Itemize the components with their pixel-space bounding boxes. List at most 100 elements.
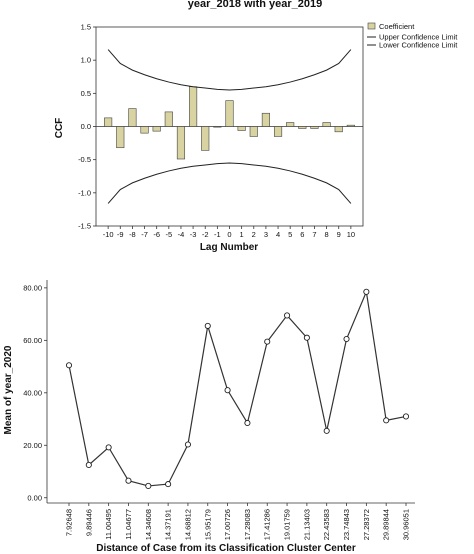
mean-x-tick-label: 14.68812 <box>183 509 192 540</box>
mean-x-tick-label: 17.41286 <box>263 509 272 540</box>
ccf-x-tick-label: 7 <box>312 230 316 239</box>
ccf-bar <box>261 112 270 127</box>
ccf-bar <box>346 124 355 127</box>
mean-x-tick-label: 9.89446 <box>84 509 93 536</box>
mean-x-tick-label: 19.01759 <box>283 509 292 540</box>
ccf-x-tick-label: -8 <box>129 230 136 239</box>
ccf-bar <box>225 100 234 127</box>
mean-point <box>65 362 73 369</box>
ccf-x-tick-label: -6 <box>153 230 160 239</box>
mean-point <box>145 482 152 489</box>
ccf-x-tick-label: 3 <box>264 230 268 239</box>
mean-x-tick-label: 22.43583 <box>322 509 331 540</box>
mean-x-tick-label: 21.13403 <box>302 509 311 540</box>
mean-points <box>65 288 410 489</box>
ccf-x-tick-label: 6 <box>300 230 304 239</box>
ccf-bar <box>140 126 149 134</box>
ccf-bar <box>310 126 319 129</box>
mean-point <box>343 335 350 343</box>
mean-x-tick-label: 17.28083 <box>243 509 252 540</box>
mean-x-tick-label: 27.28372 <box>362 509 371 540</box>
mean-point <box>303 334 310 341</box>
mean-x-tick-label: 14.37191 <box>164 509 173 540</box>
ccf-y-tick-label: 0.5 <box>81 89 91 98</box>
ccf-x-tick-label: 5 <box>288 230 292 239</box>
ccf-bar <box>249 126 258 137</box>
legend-lower-label: Lower Confidence Limit <box>379 41 458 50</box>
ccf-x-tick-label: 4 <box>276 230 280 239</box>
ccf-legend: Coefficient Upper Confidence Limit Lower… <box>367 22 458 50</box>
mean-point <box>363 288 370 295</box>
ccf-x-tick-label: -7 <box>141 230 148 239</box>
mean-x-tick-label: 11.00495 <box>104 509 113 540</box>
ccf-x-tick-label: 0 <box>227 230 231 239</box>
mean-point <box>125 477 132 484</box>
mean-x-tick-label: 23.74843 <box>342 509 351 540</box>
ccf-x-tick-label: 1 <box>240 230 244 239</box>
mean-y-tick-label: 80.00 <box>23 283 42 292</box>
ccf-x-tick-label: -3 <box>190 230 197 239</box>
ccf-lower-limit-line <box>107 162 352 204</box>
mean-y-axis: 0.00 20.00 40.00 60.00 80.00 <box>23 283 47 502</box>
ccf-bar <box>213 126 222 128</box>
ccf-x-tick-label: -5 <box>165 230 172 239</box>
ccf-bar <box>334 126 343 133</box>
mean-chart: 0.00 20.00 40.00 60.00 80.00 7.92648 9.89446 1… <box>3 280 415 554</box>
mean-x-axis: 7.92648 9.89446 11.00495 11.04677 14.34608 14… <box>65 503 411 540</box>
ccf-x-axis: -10 -9 -8 -7 -6 -5 -4 -3 -2 -1 0 1 2 3 4 5 6 7 8 9 10 <box>103 226 355 239</box>
ccf-x-tick-label: 9 <box>337 230 341 239</box>
ccf-y-tick-label: -1.0 <box>78 188 91 197</box>
ccf-x-tick-label: -1 <box>214 230 221 239</box>
ccf-bar <box>237 126 246 131</box>
ccf-title: year_2018 with year_2019 <box>188 0 323 10</box>
ccf-x-tick-label: -9 <box>117 230 124 239</box>
ccf-bar <box>104 117 113 127</box>
ccf-x-tick-label: 10 <box>347 230 355 239</box>
mean-point <box>323 427 330 434</box>
ccf-y-tick-label: -0.5 <box>78 155 91 164</box>
ccf-y-axis: 1.5 1.0 0.5 0.0 -0.5 -1.0 -1.5 <box>78 23 96 231</box>
ccf-bar <box>116 126 125 149</box>
ccf-x-tick-label: -4 <box>178 230 185 239</box>
ccf-bars <box>104 86 355 160</box>
ccf-bar <box>273 126 283 137</box>
mean-y-tick-label: 20.00 <box>23 441 42 450</box>
ccf-bar <box>201 126 210 151</box>
ccf-y-tick-label: 1.0 <box>81 56 91 65</box>
mean-point <box>85 461 92 469</box>
ccf-y-axis-label: CCF <box>54 118 65 139</box>
mean-x-tick-label: 15.95179 <box>203 509 212 540</box>
ccf-x-tick-label: 2 <box>252 230 256 239</box>
mean-y-tick-label: 0.00 <box>27 493 42 502</box>
mean-y-tick-label: 40.00 <box>23 388 42 397</box>
mean-y-tick-label: 60.00 <box>23 336 42 345</box>
legend-coefficient-label: Coefficient <box>379 22 415 31</box>
mean-point <box>204 322 211 329</box>
mean-x-tick-label: 7.92648 <box>65 509 74 536</box>
ccf-upper-limit-line <box>107 49 352 91</box>
mean-point <box>383 417 390 424</box>
mean-point <box>165 481 172 488</box>
legend-coefficient-swatch <box>367 22 376 30</box>
mean-x-tick-label: 29.89844 <box>382 509 391 540</box>
mean-point <box>284 312 291 319</box>
ccf-y-tick-label: 1.5 <box>81 23 91 32</box>
mean-point <box>184 441 191 448</box>
mean-x-tick-label: 14.34608 <box>144 509 153 540</box>
ccf-y-tick-label: -1.5 <box>78 222 91 231</box>
mean-point <box>402 413 410 420</box>
ccf-bar <box>128 108 137 127</box>
legend-upper-label: Upper Confidence Limit <box>379 33 458 42</box>
ccf-x-tick-label: 8 <box>325 230 329 239</box>
mean-x-axis-label: Distance of Case from its Classification… <box>96 543 356 554</box>
ccf-bar <box>322 122 331 127</box>
ccf-bar <box>164 111 173 127</box>
mean-x-tick-label: 17.00726 <box>223 509 232 540</box>
ccf-bar <box>286 122 295 127</box>
ccf-y-tick-label: 0.0 <box>81 122 91 131</box>
mean-y-axis-label: Mean of year_2020 <box>3 345 14 434</box>
mean-series-line <box>68 289 407 487</box>
ccf-x-tick-label: -10 <box>103 230 114 239</box>
ccf-x-tick-label: -2 <box>202 230 209 239</box>
